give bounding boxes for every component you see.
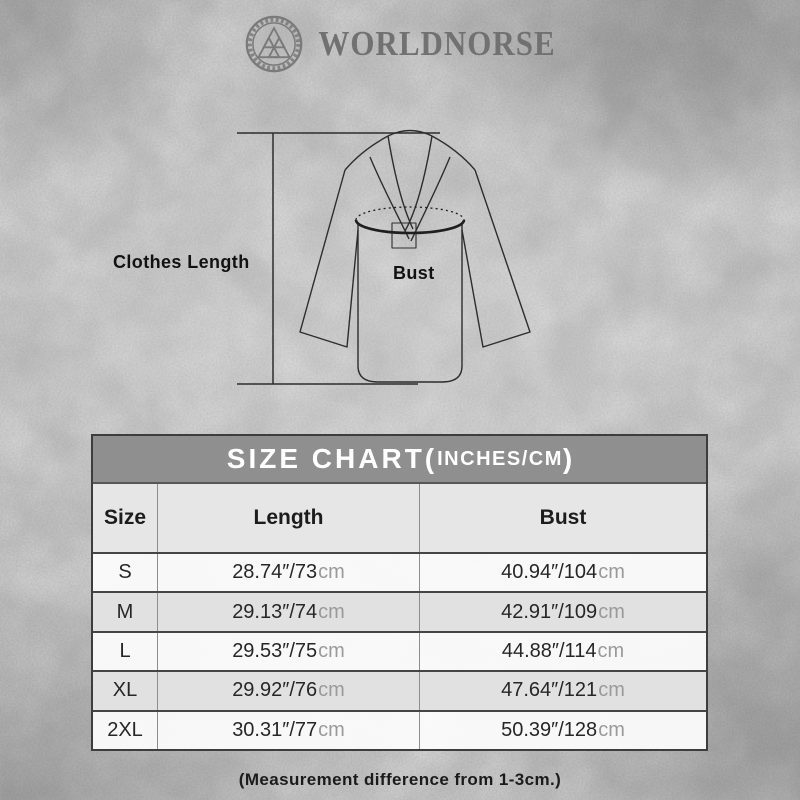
length-cell: 29.53″/75 cm <box>157 632 419 671</box>
table-header-row: Size Length Bust <box>93 484 706 552</box>
size-chart-title-bar: SIZE CHART(INCHES/CM) <box>93 436 706 484</box>
table-row-s: S 28.74″/73 cm 40.94″/104 cm <box>93 552 706 592</box>
measurement-value: 42.91″/109 <box>501 600 598 623</box>
size-cell: S <box>118 561 132 584</box>
table-row-m: M 29.13″/74 cm 42.91″/109 cm <box>93 591 706 631</box>
length-cell: 30.31″/77 cm <box>157 711 419 749</box>
measurement-unit: cm <box>318 679 345 702</box>
measurement-unit: cm <box>318 639 345 662</box>
measurement-value: 29.53″/75 <box>232 639 318 662</box>
garment-measurement-diagram <box>237 129 531 385</box>
size-chart-title: SIZE CHART( <box>226 443 438 474</box>
size-chart-title-units: INCHES/CM <box>437 447 563 470</box>
measurement-unit: cm <box>598 600 625 623</box>
clothes-length-label: Clothes Length <box>113 252 250 272</box>
size-cell: M <box>116 600 134 623</box>
robe-outline <box>299 129 531 383</box>
size-cell: L <box>119 639 131 662</box>
brand-name: WORLDNORSE <box>318 23 556 64</box>
measurement-value: 29.13″/74 <box>232 600 318 623</box>
measurement-unit: cm <box>598 679 625 702</box>
bust-label: Bust <box>393 263 435 283</box>
measurement-unit: cm <box>598 718 625 741</box>
column-header-length: Length <box>157 484 419 552</box>
column-header-bust: Bust <box>419 484 706 552</box>
length-cell: 29.13″/74 cm <box>157 593 419 631</box>
bust-cell: 42.91″/109 cm <box>419 593 706 631</box>
measurement-value: 50.39″/128 <box>501 718 598 741</box>
measurement-value: 28.74″/73 <box>232 561 318 584</box>
measurement-value: 40.94″/104 <box>501 561 598 584</box>
measurement-unit: cm <box>318 600 345 623</box>
table-row-xl: XL 29.92″/76 cm 47.64″/121 cm <box>93 670 706 710</box>
brand-header: WORLDNORSE <box>0 14 800 74</box>
measurement-note: (Measurement difference from 1-3cm.) <box>238 770 562 789</box>
size-chart-title-close: ) <box>562 443 573 474</box>
measurement-value: 29.92″/76 <box>232 679 318 702</box>
bust-cell: 40.94″/104 cm <box>419 554 706 592</box>
length-measure-lines <box>237 132 440 385</box>
bust-cell: 44.88″/114 cm <box>419 632 706 671</box>
size-cell: XL <box>112 679 138 702</box>
valknut-logo-icon <box>246 15 303 73</box>
measurement-value: 44.88″/114 <box>501 639 597 662</box>
measurement-unit: cm <box>597 639 625 662</box>
bust-cell: 50.39″/128 cm <box>419 711 706 749</box>
measurement-unit: cm <box>598 561 625 584</box>
size-chart-table: SIZE CHART(INCHES/CM) Size Length Bust S… <box>91 434 708 751</box>
table-row-l: L 29.53″/75 cm 44.88″/114 cm <box>93 630 706 671</box>
size-cell: 2XL <box>107 718 143 741</box>
bust-cell: 47.64″/121 cm <box>419 672 706 710</box>
measurement-value: 47.64″/121 <box>501 679 598 702</box>
measurement-unit: cm <box>318 718 345 741</box>
length-cell: 29.92″/76 cm <box>157 672 419 710</box>
column-header-size: Size <box>103 506 147 529</box>
table-row-2xl: 2XL 30.31″/77 cm 50.39″/128 cm <box>93 709 706 749</box>
measurement-unit: cm <box>318 561 345 584</box>
measurement-value: 30.31″/77 <box>232 718 318 741</box>
length-cell: 28.74″/73 cm <box>157 554 419 592</box>
